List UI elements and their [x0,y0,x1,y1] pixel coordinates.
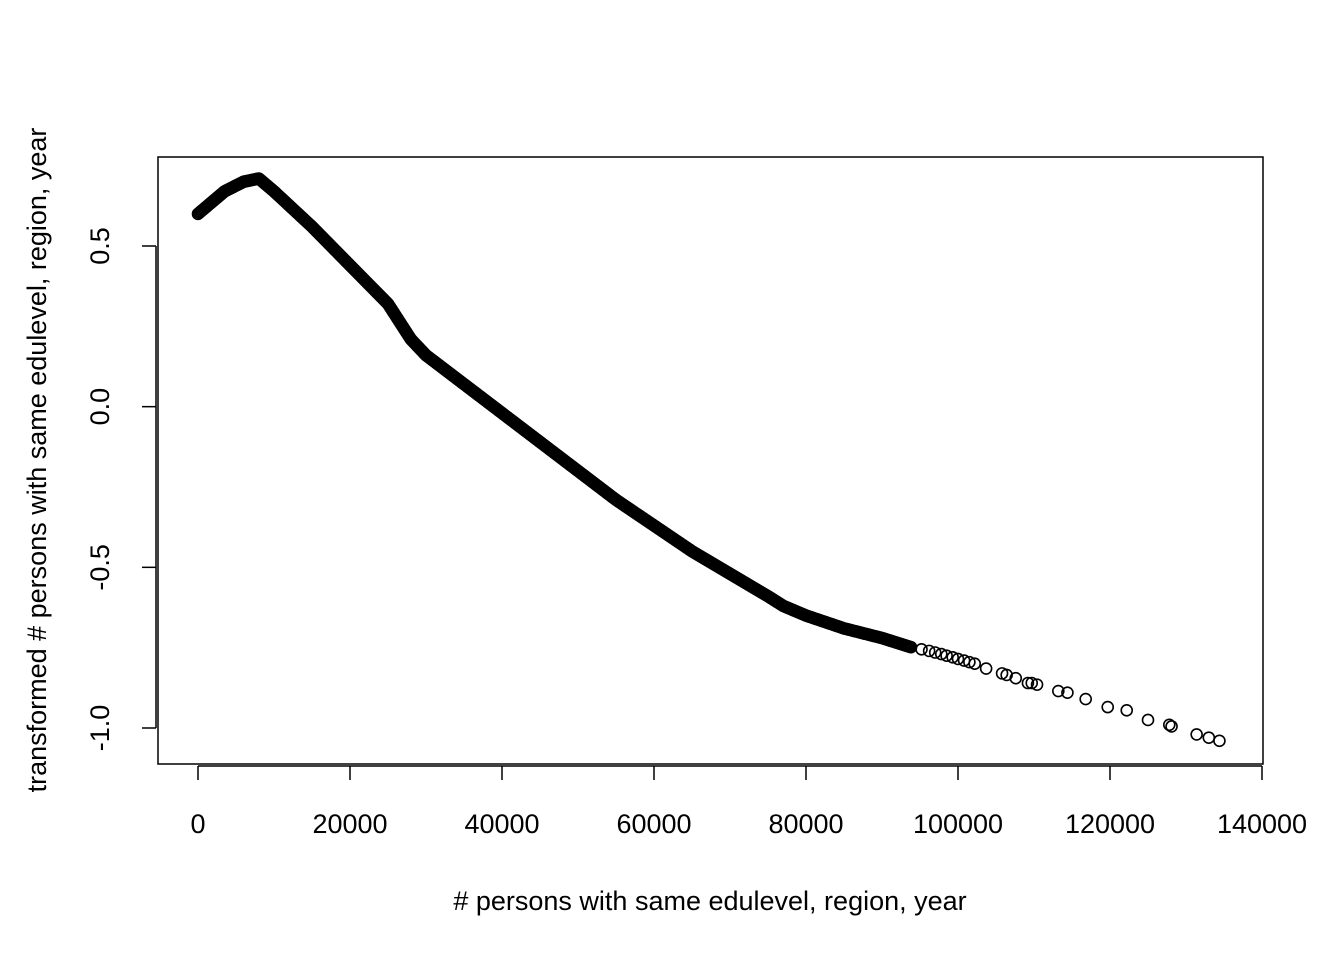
x-tick-label: 20000 [312,809,387,839]
data-point [1009,671,1023,685]
sparse-points-group [915,642,1226,748]
data-point [963,655,976,669]
y-tick-label: -0.5 [85,544,115,591]
data-point [934,647,948,661]
x-tick-label: 0 [190,809,205,839]
plot-frame [157,156,1264,765]
data-point [1079,692,1092,706]
data-point [1101,700,1115,714]
data-point [1025,676,1039,690]
y-axis-title: transformed # persons with same edulevel… [22,128,52,793]
x-tick-label: 140000 [1217,809,1307,839]
x-tick-label: 60000 [616,809,691,839]
data-point [922,644,936,658]
x-axis-title: # persons with same edulevel, region, ye… [453,886,966,916]
y-tick-label: 0.5 [85,227,115,265]
data-point [968,657,982,671]
dense-points-group [191,172,918,654]
data-point [1190,728,1203,741]
data-point [940,649,953,663]
x-tick-label: 120000 [1065,809,1155,839]
x-tick-label: 100000 [913,809,1003,839]
data-point [1061,686,1074,699]
data-point [1052,684,1065,698]
data-point [915,642,928,656]
data-point [946,651,959,664]
y-axis: -1.0 -0.5 0.0 0.5 [85,227,157,752]
data-point [1165,720,1178,733]
data-point [1202,731,1216,744]
data-point [1021,676,1035,690]
data-point [1120,704,1134,717]
y-tick-label: 0.0 [85,388,115,426]
x-axis: 0 20000 40000 60000 80000 100000 120000 140000 [190,765,1307,839]
data-point [951,652,965,666]
data-point [928,646,942,659]
data-point [979,662,993,675]
data-point [1030,678,1044,691]
x-tick-label: 40000 [464,809,539,839]
data-point [1141,713,1155,727]
y-tick-label: -1.0 [85,705,115,752]
x-tick-label: 80000 [768,809,843,839]
data-point [1213,734,1226,748]
data-point [1162,718,1176,732]
